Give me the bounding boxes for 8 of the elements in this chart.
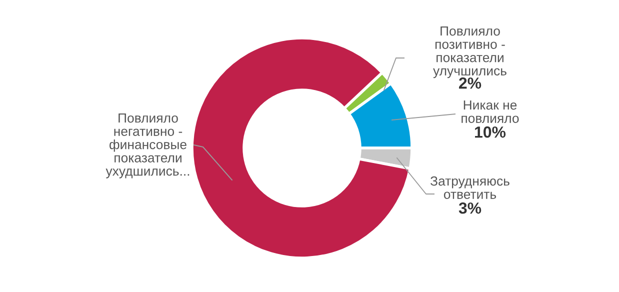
slice-label: Повлияло позитивно - показатели улучшились bbox=[433, 26, 506, 78]
data-label: 10% bbox=[475, 126, 506, 138]
data-label: 3% bbox=[458, 202, 482, 214]
donut-slice bbox=[190, 36, 412, 260]
slice-label: Затрудняюсь ответить bbox=[430, 176, 510, 199]
slice-label: Никак не повлияло bbox=[462, 100, 519, 123]
slice-label: Повлияло негативно - финансовые показатели ухудшились... bbox=[106, 113, 190, 178]
data-label: 2% bbox=[459, 77, 482, 89]
